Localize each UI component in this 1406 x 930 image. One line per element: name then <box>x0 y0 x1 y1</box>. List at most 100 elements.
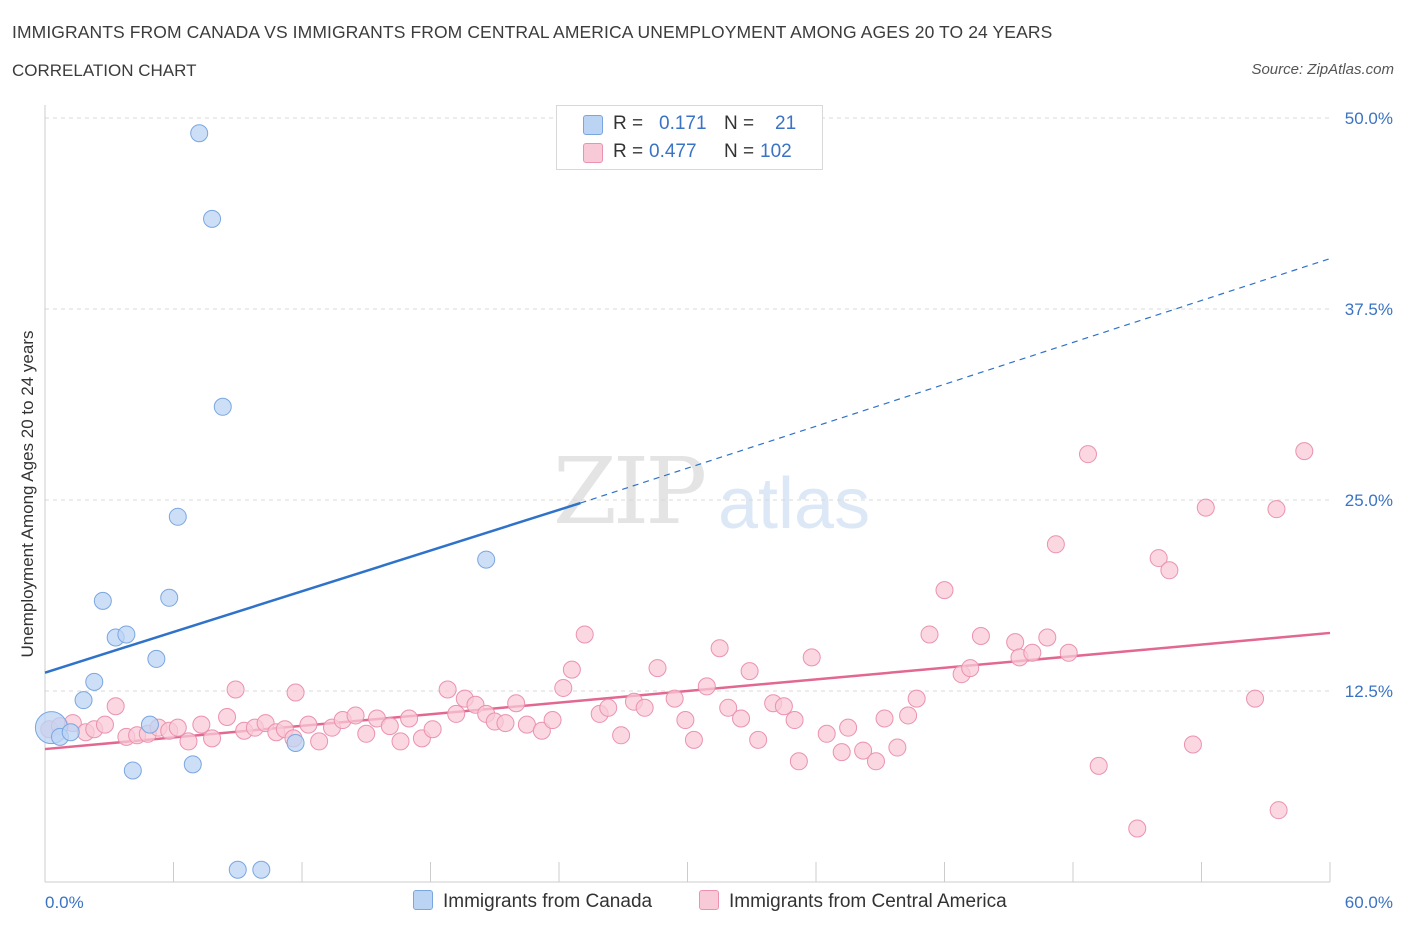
central-america-point <box>391 732 410 751</box>
central-america-point <box>380 717 399 736</box>
central-america-point <box>1269 801 1288 820</box>
canada-point <box>477 550 496 569</box>
legend-r-label: R = <box>613 113 644 134</box>
central-america-point <box>168 718 187 737</box>
central-america-point <box>1267 500 1286 519</box>
central-america-point <box>1295 442 1314 461</box>
x-tick-label-min: 0.0% <box>45 893 84 912</box>
central-america-point <box>299 715 318 734</box>
central-america-point <box>1160 561 1179 580</box>
watermark-zip: ZIP <box>553 438 707 545</box>
central-america-point <box>203 729 222 748</box>
legend-swatch-central <box>583 143 603 163</box>
central-america-point <box>1196 498 1215 517</box>
canada-point <box>160 588 179 607</box>
chart-title: IMMIGRANTS FROM CANADA VS IMMIGRANTS FRO… <box>12 22 1053 42</box>
central-america-point <box>789 752 808 771</box>
point-layer <box>34 124 1314 879</box>
central-america-point <box>875 709 894 728</box>
central-america-point <box>1183 735 1202 754</box>
central-america-point <box>785 711 804 730</box>
central-america-point <box>684 730 703 749</box>
central-america-point <box>226 680 245 699</box>
bottom-legend-swatch-canada <box>413 890 433 910</box>
canada-trend-line <box>44 501 581 674</box>
central-america-point <box>554 678 573 697</box>
canada-trend-extension <box>580 258 1331 504</box>
central-america-point <box>907 689 926 708</box>
canada-point <box>74 691 93 710</box>
canada-point <box>203 209 222 228</box>
y-axis-title: Unemployment Among Ages 20 to 24 years <box>18 331 37 658</box>
central-america-point <box>400 709 419 728</box>
canada-point <box>252 860 271 879</box>
central-america-point <box>839 718 858 737</box>
central-america-point <box>507 694 526 713</box>
central-america-point <box>532 721 551 740</box>
central-america-point <box>562 660 581 679</box>
x-tick-label-max: 60.0% <box>1345 893 1393 912</box>
source-label: Source: ZipAtlas.com <box>1251 61 1394 78</box>
central-america-point <box>543 711 562 730</box>
central-america-point <box>1038 628 1057 647</box>
y-tick-label: 37.5% <box>1345 300 1393 319</box>
central-america-point <box>310 732 329 751</box>
central-america-point <box>749 730 768 749</box>
canada-point <box>228 860 247 879</box>
central-america-point <box>286 683 305 702</box>
central-america-point <box>961 659 980 678</box>
central-america-point <box>1149 549 1168 568</box>
central-america-point <box>665 689 684 708</box>
canada-point <box>93 591 112 610</box>
central-america-point <box>1089 756 1108 775</box>
canada-point <box>286 733 305 752</box>
canada-point <box>183 755 202 774</box>
central-america-point <box>935 581 954 600</box>
central-america-point <box>1246 689 1265 708</box>
central-america-point <box>697 677 716 696</box>
central-america-point <box>740 662 759 681</box>
central-america-point <box>832 743 851 762</box>
central-america-point <box>599 698 618 717</box>
central-america-point <box>899 706 918 725</box>
legend-n-value-central: 102 <box>760 141 792 162</box>
central-america-point <box>802 648 821 667</box>
central-america-point <box>357 724 376 743</box>
y-tick-label: 25.0% <box>1345 491 1393 510</box>
canada-point <box>213 397 232 416</box>
legend-r-label: R = <box>613 141 644 162</box>
canada-point <box>190 124 209 143</box>
correlation-legend: R = 0.171 N = 21 R = 0.477 N = 102 <box>556 105 823 170</box>
canada-point <box>61 723 80 742</box>
trend-layer <box>44 258 1331 751</box>
central-america-point <box>1006 633 1025 652</box>
central-america-point <box>888 738 907 757</box>
central-america-point <box>710 639 729 658</box>
bottom-legend-label-canada: Immigrants from Canada <box>443 891 653 912</box>
central-america-point <box>920 625 939 644</box>
central-america-point <box>218 707 237 726</box>
central-america-point <box>854 741 873 760</box>
canada-point <box>85 672 104 691</box>
bottom-legend-label-central: Immigrants from Central America <box>729 891 1007 912</box>
central-america-point <box>1023 643 1042 662</box>
central-america-point <box>106 697 125 716</box>
legend-n-label: N = <box>724 141 755 162</box>
y-tick-label: 50.0% <box>1345 109 1393 128</box>
central-america-point <box>971 626 990 645</box>
canada-point <box>123 761 142 780</box>
canada-point <box>117 625 136 644</box>
central-america-point <box>635 698 654 717</box>
central-america-point <box>179 732 198 751</box>
central-america-point <box>575 625 594 644</box>
central-america-point <box>817 724 836 743</box>
legend-swatch-canada <box>583 115 603 135</box>
central-america-point <box>676 711 695 730</box>
chart-subtitle: CORRELATION CHART <box>12 61 197 80</box>
axis-layer <box>44 105 1331 883</box>
central-america-point <box>1078 445 1097 464</box>
central-america-point <box>346 706 365 725</box>
central-america-point <box>95 715 114 734</box>
central-america-point <box>719 698 738 717</box>
label-layer: 12.5% 25.0% 37.5% 50.0% 0.0% 60.0% Unemploymen… <box>18 109 1393 912</box>
